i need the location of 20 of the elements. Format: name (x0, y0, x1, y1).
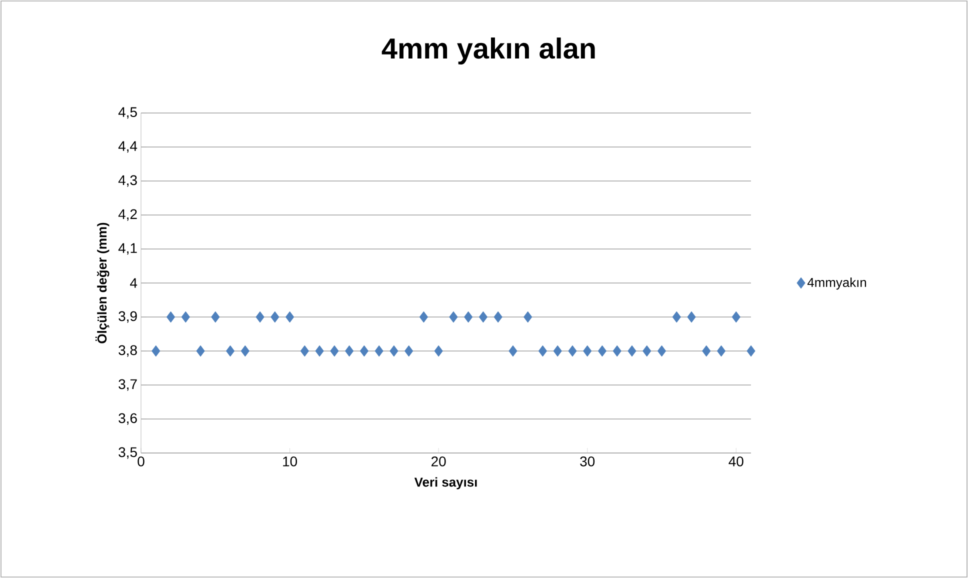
y-tick-label: 4,4 (118, 141, 138, 153)
y-tick-label: 3,8 (118, 345, 137, 357)
y-tick-label: 3,9 (118, 311, 137, 323)
y-tick-label: 3,6 (118, 413, 137, 425)
x-tick-label: 30 (580, 456, 595, 466)
x-tick-label: 40 (728, 456, 744, 466)
y-tick-label: 4,3 (118, 175, 137, 187)
y-tick-label: 4,1 (118, 243, 137, 255)
y-axis-title: Ölçülen değer (mm) (95, 222, 110, 344)
y-tick-label: 3,7 (118, 379, 137, 391)
y-tick-label: 4,2 (118, 209, 137, 221)
chart-title: 4mm yakın alan (382, 38, 595, 64)
x-tick-label: 10 (283, 456, 298, 466)
x-tick-label: 0 (138, 456, 144, 466)
y-tick-label: 3,5 (118, 447, 137, 459)
y-tick-label: 4 (130, 278, 138, 288)
x-tick-label: 20 (432, 456, 446, 466)
legend-label: 4mmyakın (807, 278, 866, 290)
y-tick-label: 4,5 (118, 107, 137, 119)
x-axis-title: Veri sayısı (414, 477, 477, 490)
